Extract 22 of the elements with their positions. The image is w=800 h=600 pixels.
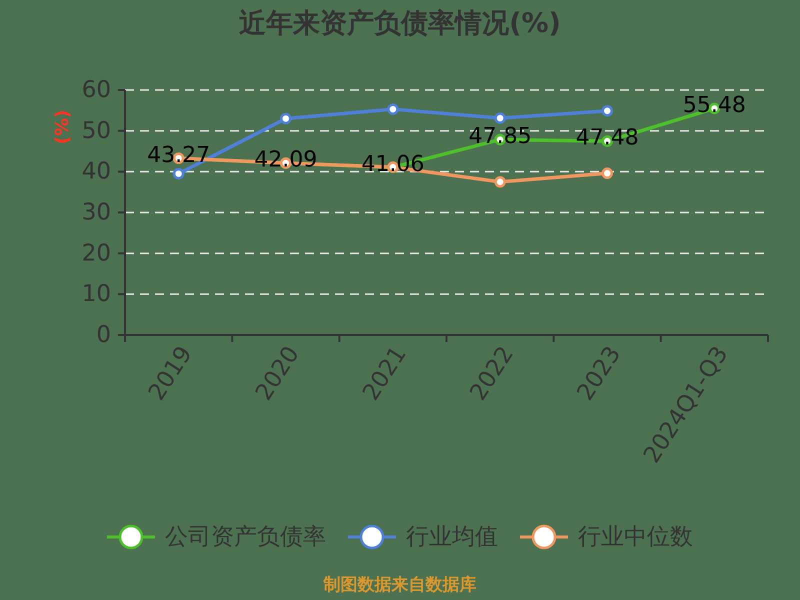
legend-label: 行业中位数 <box>578 524 693 550</box>
legend-label: 行业均值 <box>406 524 498 550</box>
text: 制图数据来自数据库 <box>322 575 476 595</box>
y-tick-label: 40 <box>82 158 111 185</box>
y-axis-title: (%) <box>52 110 73 144</box>
chart-title: 近年来资产负债率情况(%) <box>239 8 561 39</box>
point <box>494 176 506 188</box>
data-label: 55.48 <box>682 92 746 118</box>
point <box>387 103 399 115</box>
point <box>494 112 506 124</box>
legend-label: 公司资产负债率 <box>165 524 326 550</box>
y-tick-label: 50 <box>82 118 111 144</box>
y-tick-label: 10 <box>82 281 111 308</box>
point <box>602 168 613 180</box>
y-tick-label: 60 <box>82 77 111 103</box>
y-tick-label: 20 <box>82 240 111 266</box>
data-label: 43.27 <box>147 142 210 168</box>
point <box>172 168 184 180</box>
point <box>602 105 613 117</box>
point <box>280 112 292 124</box>
y-tick-label: 0 <box>96 322 111 348</box>
y-tick-label: 30 <box>82 200 111 226</box>
